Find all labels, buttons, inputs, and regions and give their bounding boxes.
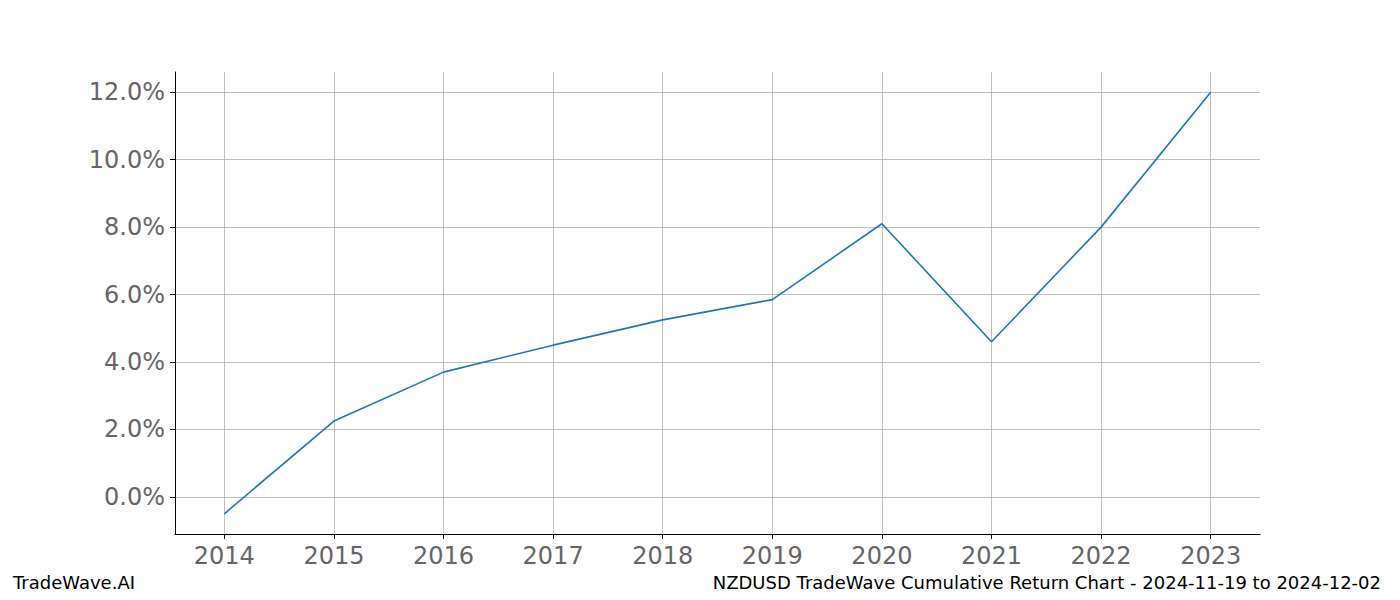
svg-text:2020: 2020 [851, 542, 912, 570]
svg-text:2021: 2021 [961, 542, 1022, 570]
svg-text:2.0%: 2.0% [104, 415, 165, 443]
svg-text:6.0%: 6.0% [104, 281, 165, 309]
svg-text:12.0%: 12.0% [89, 78, 165, 106]
svg-text:4.0%: 4.0% [104, 348, 165, 376]
svg-text:2015: 2015 [303, 542, 364, 570]
svg-text:2023: 2023 [1180, 542, 1241, 570]
svg-text:2014: 2014 [194, 542, 255, 570]
svg-text:2016: 2016 [413, 542, 474, 570]
svg-text:2019: 2019 [742, 542, 803, 570]
svg-text:TradeWave.AI: TradeWave.AI [12, 572, 135, 593]
svg-text:2017: 2017 [523, 542, 584, 570]
svg-text:10.0%: 10.0% [89, 146, 165, 174]
svg-text:2022: 2022 [1071, 542, 1132, 570]
svg-text:0.0%: 0.0% [104, 483, 165, 511]
svg-text:NZDUSD TradeWave Cumulative Re: NZDUSD TradeWave Cumulative Return Chart… [713, 572, 1381, 593]
svg-text:8.0%: 8.0% [104, 213, 165, 241]
svg-text:2018: 2018 [632, 542, 693, 570]
